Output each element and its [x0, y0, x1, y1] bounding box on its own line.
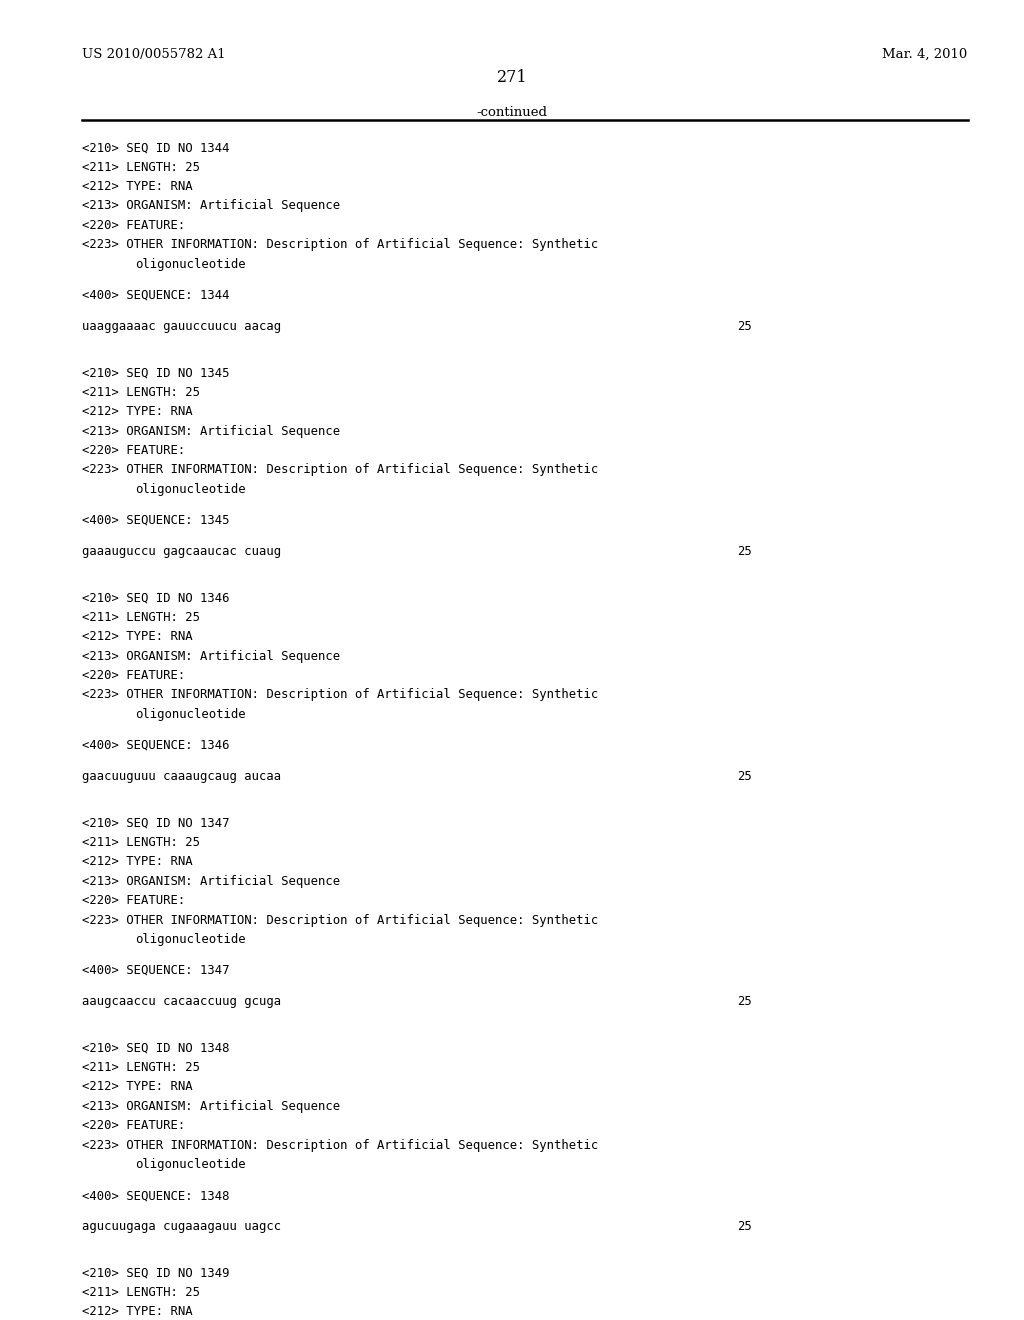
Text: <211> LENGTH: 25: <211> LENGTH: 25: [82, 611, 200, 624]
Text: gaaauguccu gagcaaucac cuaug: gaaauguccu gagcaaucac cuaug: [82, 545, 281, 558]
Text: 271: 271: [497, 69, 527, 86]
Text: US 2010/0055782 A1: US 2010/0055782 A1: [82, 48, 225, 61]
Text: oligonucleotide: oligonucleotide: [135, 933, 246, 946]
Text: <213> ORGANISM: Artificial Sequence: <213> ORGANISM: Artificial Sequence: [82, 1100, 340, 1113]
Text: gaacuuguuu caaaugcaug aucaa: gaacuuguuu caaaugcaug aucaa: [82, 770, 281, 783]
Text: 25: 25: [737, 545, 752, 558]
Text: <212> TYPE: RNA: <212> TYPE: RNA: [82, 855, 193, 869]
Text: <211> LENGTH: 25: <211> LENGTH: 25: [82, 1061, 200, 1074]
Text: -continued: -continued: [476, 106, 548, 119]
Text: <212> TYPE: RNA: <212> TYPE: RNA: [82, 405, 193, 418]
Text: <400> SEQUENCE: 1347: <400> SEQUENCE: 1347: [82, 964, 229, 977]
Text: <220> FEATURE:: <220> FEATURE:: [82, 1119, 185, 1133]
Text: <210> SEQ ID NO 1345: <210> SEQ ID NO 1345: [82, 367, 229, 379]
Text: <223> OTHER INFORMATION: Description of Artificial Sequence: Synthetic: <223> OTHER INFORMATION: Description of …: [82, 1139, 598, 1151]
Text: oligonucleotide: oligonucleotide: [135, 257, 246, 271]
Text: <213> ORGANISM: Artificial Sequence: <213> ORGANISM: Artificial Sequence: [82, 199, 340, 213]
Text: <223> OTHER INFORMATION: Description of Artificial Sequence: Synthetic: <223> OTHER INFORMATION: Description of …: [82, 463, 598, 477]
Text: oligonucleotide: oligonucleotide: [135, 1158, 246, 1171]
Text: 25: 25: [737, 1220, 752, 1233]
Text: <220> FEATURE:: <220> FEATURE:: [82, 669, 185, 682]
Text: <210> SEQ ID NO 1348: <210> SEQ ID NO 1348: [82, 1041, 229, 1055]
Text: 25: 25: [737, 995, 752, 1008]
Text: <211> LENGTH: 25: <211> LENGTH: 25: [82, 161, 200, 174]
Text: <210> SEQ ID NO 1344: <210> SEQ ID NO 1344: [82, 141, 229, 154]
Text: <213> ORGANISM: Artificial Sequence: <213> ORGANISM: Artificial Sequence: [82, 425, 340, 437]
Text: 25: 25: [737, 319, 752, 333]
Text: Mar. 4, 2010: Mar. 4, 2010: [883, 48, 968, 61]
Text: <223> OTHER INFORMATION: Description of Artificial Sequence: Synthetic: <223> OTHER INFORMATION: Description of …: [82, 913, 598, 927]
Text: <210> SEQ ID NO 1347: <210> SEQ ID NO 1347: [82, 817, 229, 829]
Text: <400> SEQUENCE: 1344: <400> SEQUENCE: 1344: [82, 289, 229, 302]
Text: <212> TYPE: RNA: <212> TYPE: RNA: [82, 1305, 193, 1319]
Text: 25: 25: [737, 770, 752, 783]
Text: <211> LENGTH: 25: <211> LENGTH: 25: [82, 1286, 200, 1299]
Text: oligonucleotide: oligonucleotide: [135, 483, 246, 496]
Text: uaaggaaaac gauuccuucu aacag: uaaggaaaac gauuccuucu aacag: [82, 319, 281, 333]
Text: <220> FEATURE:: <220> FEATURE:: [82, 444, 185, 457]
Text: agucuugaga cugaaagauu uagcc: agucuugaga cugaaagauu uagcc: [82, 1220, 281, 1233]
Text: <220> FEATURE:: <220> FEATURE:: [82, 894, 185, 907]
Text: <223> OTHER INFORMATION: Description of Artificial Sequence: Synthetic: <223> OTHER INFORMATION: Description of …: [82, 239, 598, 251]
Text: aaugcaaccu cacaaccuug gcuga: aaugcaaccu cacaaccuug gcuga: [82, 995, 281, 1008]
Text: <212> TYPE: RNA: <212> TYPE: RNA: [82, 1080, 193, 1093]
Text: <210> SEQ ID NO 1346: <210> SEQ ID NO 1346: [82, 591, 229, 605]
Text: <213> ORGANISM: Artificial Sequence: <213> ORGANISM: Artificial Sequence: [82, 649, 340, 663]
Text: <220> FEATURE:: <220> FEATURE:: [82, 219, 185, 232]
Text: oligonucleotide: oligonucleotide: [135, 708, 246, 721]
Text: <213> ORGANISM: Artificial Sequence: <213> ORGANISM: Artificial Sequence: [82, 875, 340, 888]
Text: <212> TYPE: RNA: <212> TYPE: RNA: [82, 630, 193, 643]
Text: <400> SEQUENCE: 1346: <400> SEQUENCE: 1346: [82, 739, 229, 752]
Text: <400> SEQUENCE: 1348: <400> SEQUENCE: 1348: [82, 1189, 229, 1203]
Text: <211> LENGTH: 25: <211> LENGTH: 25: [82, 385, 200, 399]
Text: <212> TYPE: RNA: <212> TYPE: RNA: [82, 180, 193, 193]
Text: <223> OTHER INFORMATION: Description of Artificial Sequence: Synthetic: <223> OTHER INFORMATION: Description of …: [82, 689, 598, 701]
Text: <211> LENGTH: 25: <211> LENGTH: 25: [82, 836, 200, 849]
Text: <400> SEQUENCE: 1345: <400> SEQUENCE: 1345: [82, 513, 229, 527]
Text: <210> SEQ ID NO 1349: <210> SEQ ID NO 1349: [82, 1267, 229, 1279]
